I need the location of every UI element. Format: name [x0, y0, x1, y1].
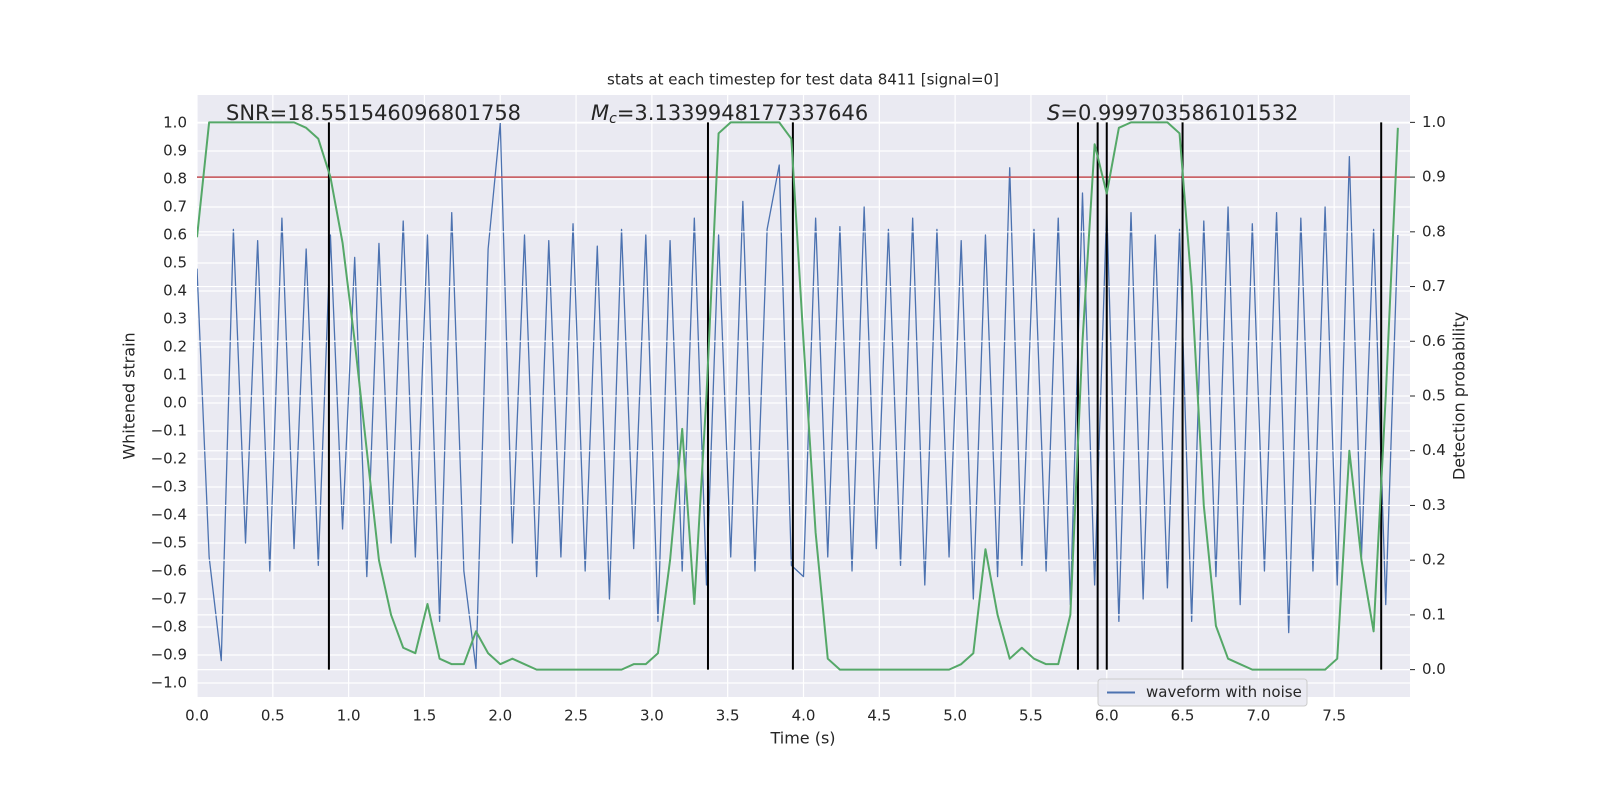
overlay-layer: [197, 121, 1410, 671]
y-tick-label: 0.6: [163, 226, 187, 244]
y-tick-label: −0.1: [151, 422, 187, 440]
y2-tick-label: 0.7: [1422, 277, 1446, 295]
y-tick-label: −0.8: [151, 618, 187, 636]
y-tick-label: −0.6: [151, 562, 187, 580]
y-tick-label: 0.5: [163, 254, 187, 272]
y2-tick-label: 0.0: [1422, 660, 1446, 678]
annotation-text: SNR=18.551546096801758: [226, 101, 521, 125]
x-tick-label: 1.0: [337, 707, 361, 725]
annotation: S=0.999703586101532: [1047, 101, 1298, 125]
y2-tick-label: 0.5: [1422, 387, 1446, 405]
y-tick-label: −1.0: [151, 674, 187, 692]
y-tick-label: −0.4: [151, 506, 187, 524]
y-tick-label: −0.2: [151, 450, 187, 468]
y-tick-label: 0.1: [163, 366, 187, 384]
x-tick-label: 7.0: [1246, 707, 1270, 725]
x-tick-label: 3.0: [640, 707, 664, 725]
y2-tick-label: 0.9: [1422, 168, 1446, 186]
y-tick-label: 0.2: [163, 338, 187, 356]
legend-box: [1097, 678, 1308, 707]
y2-tick-label: 0.3: [1422, 496, 1446, 514]
x-tick-label: 4.0: [792, 707, 816, 725]
x-tick-label: 2.5: [564, 707, 588, 725]
x-tick-label: 6.5: [1171, 707, 1195, 725]
annotation: Mc=3.1339948177337646: [591, 101, 868, 127]
x-tick-label: 3.5: [716, 707, 740, 725]
x-tick-label: 5.5: [1019, 707, 1043, 725]
y-axis-label: Whitened strain: [120, 332, 139, 459]
series-line: [197, 121, 1399, 671]
y-tick-label: 0.8: [163, 170, 187, 188]
y2-tick-label: 0.1: [1422, 605, 1446, 623]
y2-tick-label: 0.8: [1422, 222, 1446, 240]
y-tick-label: 0.0: [163, 394, 187, 412]
marks-layer: [197, 122, 1399, 670]
annotation: SNR=18.551546096801758: [226, 101, 521, 125]
chart-title: stats at each timestep for test data 841…: [607, 71, 999, 89]
y2-axis-label: Detection probability: [1450, 312, 1469, 480]
y-tick-label: −0.5: [151, 534, 187, 552]
y-tick-label: 0.3: [163, 310, 187, 328]
annotation-symbol: M: [591, 101, 609, 125]
y-tick-label: 0.9: [163, 142, 187, 160]
y-tick-label: −0.3: [151, 478, 187, 496]
y2-tick-label: 0.4: [1422, 441, 1446, 459]
y2-tick-label: 0.2: [1422, 551, 1446, 569]
annotation-text: =0.999703586101532: [1060, 101, 1298, 125]
y-tick-label: 0.7: [163, 198, 187, 216]
x-tick-label: 6.0: [1095, 707, 1119, 725]
annotation-text: =3.1339948177337646: [617, 101, 868, 125]
y-tick-label: 1.0: [163, 114, 187, 132]
x-tick-label: 4.5: [867, 707, 891, 725]
x-tick-label: 5.0: [943, 707, 967, 725]
x-tick-label: 0.5: [261, 707, 285, 725]
y2-tick-label: 0.6: [1422, 332, 1446, 350]
x-tick-label: 2.0: [488, 707, 512, 725]
y2-tick-label: 1.0: [1422, 113, 1446, 131]
y-tick-label: −0.9: [151, 646, 187, 664]
legend-label: waveform with noise: [1146, 683, 1302, 701]
annotation-subscript: c: [609, 111, 617, 127]
y-tick-label: −0.7: [151, 590, 187, 608]
series-line: [197, 122, 1399, 670]
x-tick-label: 1.5: [413, 707, 437, 725]
y-tick-label: 0.4: [163, 282, 187, 300]
x-tick-label: 0.0: [185, 707, 209, 725]
y2-marks: [197, 121, 1399, 671]
x-tick-label: 7.5: [1322, 707, 1346, 725]
x-axis-label: Time (s): [769, 729, 835, 748]
annotation-symbol: S: [1047, 101, 1060, 125]
